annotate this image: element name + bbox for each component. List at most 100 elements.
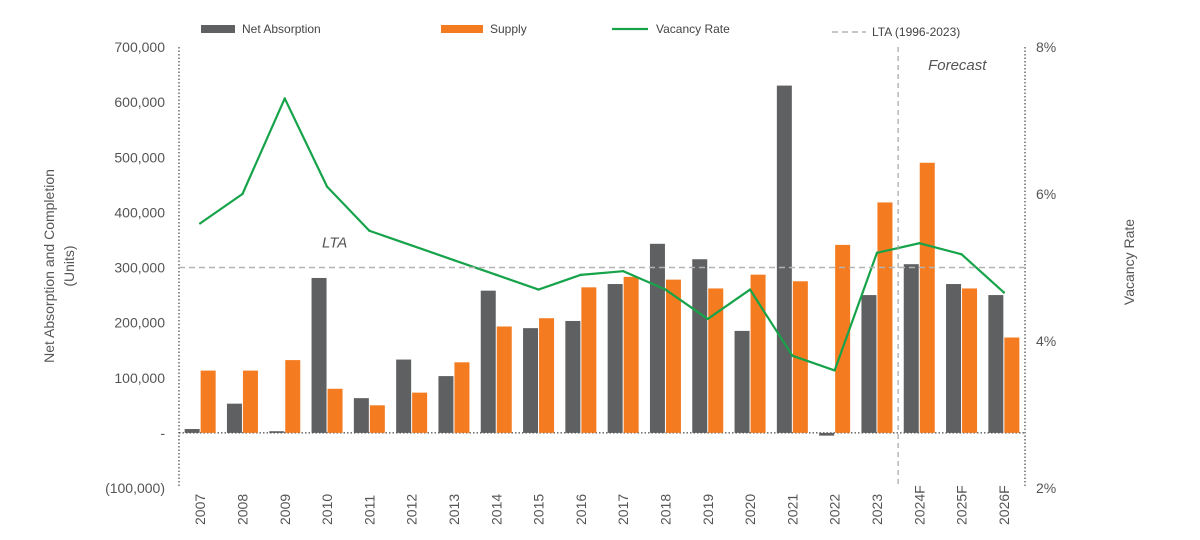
x-tick-label: 2023: [869, 494, 885, 525]
supply-bar: [623, 276, 639, 433]
net-absorption-bar: [776, 85, 792, 433]
vacancy-rate-point: [833, 369, 836, 372]
net-absorption-bar: [903, 264, 919, 433]
x-tick-label: 2022: [827, 494, 843, 525]
y-left-tick-label: 600,000: [114, 94, 165, 110]
net-absorption-bar: [523, 328, 539, 433]
vacancy-rate-point: [706, 317, 709, 321]
vacancy-rate-point: [452, 258, 456, 262]
net-absorption-bar: [946, 284, 962, 433]
net-absorption-bar: [649, 243, 665, 433]
net-absorption-bar: [226, 403, 242, 433]
x-tick-label: 2016: [573, 494, 589, 525]
x-tick-label: 2007: [192, 494, 208, 525]
y-left-tick-label: 400,000: [114, 204, 165, 220]
supply-bar: [962, 288, 978, 433]
forecast-label: Forecast: [928, 57, 987, 74]
legend-net-absorption-swatch: [201, 25, 235, 33]
supply-bar: [327, 388, 343, 433]
x-tick-label: 2020: [742, 494, 758, 525]
net-absorption-bar: [988, 295, 1004, 433]
net-absorption-bar: [353, 398, 369, 433]
x-tick-label: 2014: [488, 494, 504, 525]
y-left-axis-title-line2: (Units): [61, 245, 77, 286]
net-absorption-bar: [819, 432, 835, 436]
y-left-tick-label: 300,000: [114, 260, 165, 276]
vacancy-rate-point: [325, 185, 329, 188]
x-tick-label: 2015: [531, 494, 547, 525]
supply-bar: [200, 370, 216, 433]
vacancy-rate-point: [621, 269, 625, 273]
supply-bar: [242, 370, 258, 433]
x-tick-label: 2026F: [996, 485, 1012, 525]
net-absorption-bar: [734, 330, 750, 433]
supply-bar: [369, 405, 385, 433]
supply-bar: [285, 360, 301, 433]
legend: Net Absorption Supply Vacancy Rate LTA (199…: [201, 22, 960, 39]
supply-bar: [919, 162, 935, 433]
y-left-axis-title-line1: Net Absorption and Completion: [41, 169, 57, 363]
supply-bar: [877, 202, 893, 433]
vacancy-rate-line: [199, 97, 1005, 372]
x-tick-label: 2024F: [911, 485, 927, 525]
supply-bar: [835, 244, 851, 433]
y-left-tick-label: (100,000): [105, 480, 165, 496]
vacancy-rate-point: [875, 251, 879, 254]
vacancy-rate-point: [537, 288, 540, 291]
vacancy-rate-point: [664, 288, 667, 291]
supply-bar: [750, 274, 766, 433]
net-absorption-bar: [692, 259, 708, 433]
vacancy-rate-point: [748, 288, 752, 291]
supply-bar: [496, 326, 512, 433]
vacancy-rate-point: [791, 354, 794, 357]
y-left-tick-label: 700,000: [114, 39, 165, 55]
vacancy-line-layer: [198, 97, 1006, 372]
vacancy-rate-point: [1002, 291, 1006, 294]
supply-bar: [412, 392, 428, 433]
y-left-tick-label: 500,000: [114, 149, 165, 165]
net-absorption-bar: [565, 320, 581, 433]
supply-bar: [539, 318, 555, 433]
legend-vacancy-label: Vacancy Rate: [656, 22, 730, 36]
vacancy-rate-point: [368, 229, 371, 232]
vacancy-rate-point: [918, 242, 921, 245]
vacancy-rate-point: [198, 222, 202, 225]
legend-supply-swatch: [441, 25, 483, 33]
x-tick-label: 2008: [234, 494, 250, 525]
y-right-tick-label: 8%: [1036, 39, 1056, 55]
vacancy-rate-point: [495, 273, 498, 277]
x-tick-label: 2012: [404, 494, 420, 525]
x-tick-label: 2017: [615, 494, 631, 525]
legend-net-absorption-label: Net Absorption: [242, 22, 321, 36]
lta-label: LTA: [322, 235, 347, 252]
x-tick-label: 2021: [784, 494, 800, 525]
y-right-tick-label: 4%: [1036, 333, 1056, 349]
bars: [184, 85, 1020, 436]
net-absorption-bar: [311, 277, 327, 433]
net-absorption-bar: [269, 431, 285, 433]
x-tick-label: 2019: [700, 494, 716, 525]
supply-bar: [581, 287, 597, 433]
annotations: LTA Forecast: [179, 47, 1025, 488]
net-absorption-bar: [396, 359, 412, 433]
net-absorption-bar: [184, 429, 200, 433]
vacancy-rate-point: [241, 192, 244, 196]
y-right-tick-label: 6%: [1036, 186, 1056, 202]
vacancy-rate-point: [410, 244, 413, 247]
legend-supply-label: Supply: [490, 22, 527, 36]
supply-bar: [665, 279, 681, 433]
y-left-tick-label: 200,000: [114, 315, 165, 331]
net-absorption-bar: [480, 290, 496, 433]
x-tick-label: 2018: [657, 494, 673, 525]
y-left-tick-label: -: [160, 425, 165, 441]
x-tick-label: 2010: [319, 494, 335, 525]
net-absorption-bar: [607, 284, 623, 433]
y-left-tick-label: 100,000: [114, 370, 165, 386]
axes: (100,000) - 100,000 200,000 300,000 400,000 50…: [41, 39, 1137, 525]
vacancy-rate-point: [960, 253, 963, 256]
supply-bar: [708, 288, 724, 433]
supply-bar: [454, 362, 470, 433]
y-right-tick-label: 2%: [1036, 480, 1056, 496]
vacancy-rate-point: [283, 97, 286, 100]
